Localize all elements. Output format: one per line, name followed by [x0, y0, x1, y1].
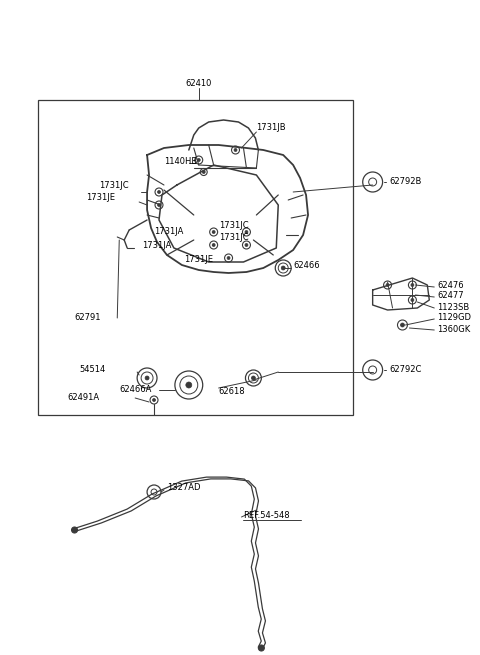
Circle shape: [153, 398, 156, 402]
Text: 62792C: 62792C: [390, 365, 422, 375]
Circle shape: [157, 204, 160, 206]
Text: 62466: 62466: [293, 261, 320, 269]
Text: 62791: 62791: [74, 314, 101, 322]
Circle shape: [212, 231, 215, 233]
Circle shape: [411, 284, 414, 286]
Text: 1731JA: 1731JA: [154, 227, 183, 236]
Circle shape: [212, 244, 215, 246]
Text: 1140HB: 1140HB: [164, 157, 197, 166]
Circle shape: [245, 244, 248, 246]
Circle shape: [400, 323, 405, 327]
Bar: [38, 100, 353, 415]
Circle shape: [157, 191, 160, 193]
Text: 54514: 54514: [80, 365, 106, 375]
Circle shape: [72, 527, 77, 533]
Circle shape: [258, 645, 264, 651]
Circle shape: [197, 159, 200, 162]
Text: 62792B: 62792B: [390, 178, 422, 187]
Circle shape: [411, 299, 414, 301]
Circle shape: [227, 257, 230, 259]
Text: 1360GK: 1360GK: [437, 324, 470, 333]
Circle shape: [281, 266, 285, 270]
Text: 1731JA: 1731JA: [142, 240, 171, 250]
Text: 62477: 62477: [437, 291, 464, 301]
Circle shape: [202, 170, 205, 174]
Text: 1129GD: 1129GD: [437, 314, 471, 322]
Text: 62466A: 62466A: [119, 386, 152, 394]
Text: REF.54-548: REF.54-548: [243, 510, 290, 519]
Circle shape: [234, 149, 237, 151]
Text: 1731JC: 1731JC: [218, 221, 248, 229]
Circle shape: [386, 284, 389, 286]
Text: 1731JE: 1731JE: [86, 193, 116, 202]
Text: 1123SB: 1123SB: [437, 303, 469, 312]
Text: 1731JB: 1731JB: [256, 124, 286, 132]
Circle shape: [145, 376, 149, 380]
Text: 62476: 62476: [437, 280, 464, 290]
Text: 62491A: 62491A: [68, 394, 100, 403]
Text: 1731JC: 1731JC: [218, 233, 248, 242]
Text: 62410: 62410: [186, 79, 212, 88]
Circle shape: [186, 382, 192, 388]
Text: 1731JE: 1731JE: [184, 255, 213, 265]
Circle shape: [245, 231, 248, 233]
Text: 1327AD: 1327AD: [167, 483, 201, 493]
Text: 1731JC: 1731JC: [99, 181, 129, 189]
Circle shape: [252, 376, 255, 380]
Text: 62618: 62618: [218, 388, 245, 396]
